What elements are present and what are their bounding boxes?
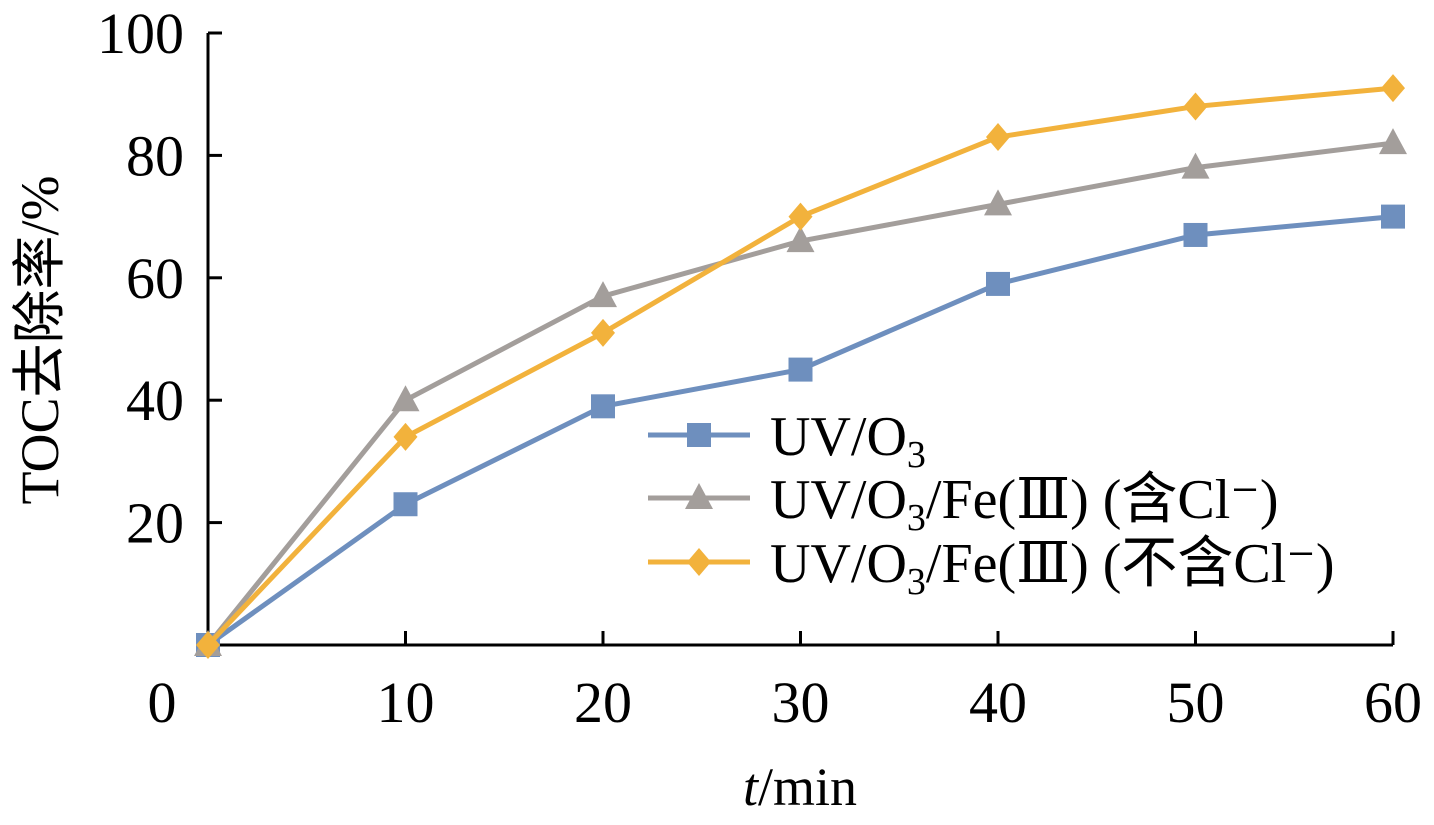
legend-marker xyxy=(685,483,713,509)
data-point xyxy=(1379,128,1407,155)
legend-label: UV/O3 xyxy=(770,406,926,476)
data-point xyxy=(788,202,813,231)
data-point xyxy=(788,357,813,382)
data-point xyxy=(1381,204,1405,229)
data-point xyxy=(1183,92,1208,121)
x-tick-label: 20 xyxy=(574,670,632,735)
x-axis-title-italic: t xyxy=(743,757,760,817)
data-point xyxy=(391,385,420,412)
data-point xyxy=(1181,152,1210,179)
legend-item-2: UV/O3/Fe(Ⅲ) (含Cl⁻) xyxy=(648,469,1279,539)
x-axis-title-rest: /min xyxy=(758,757,857,817)
y-tick-label: 60 xyxy=(126,246,184,311)
series-layer xyxy=(194,74,1407,659)
data-point xyxy=(986,123,1010,152)
y-axis-title: TOC去除率/% xyxy=(10,175,70,504)
series-1 xyxy=(196,204,1405,657)
legend-marker xyxy=(687,548,711,576)
data-point xyxy=(196,631,220,659)
data-point xyxy=(393,422,418,451)
legend-label: UV/O3/Fe(Ⅲ) (不含Cl⁻) xyxy=(770,533,1335,603)
data-point xyxy=(591,318,615,347)
data-point xyxy=(1381,74,1405,103)
x-tick-label: 30 xyxy=(772,670,830,735)
data-point xyxy=(984,189,1012,216)
data-point xyxy=(589,281,617,308)
series-3 xyxy=(196,74,1405,659)
x-tick-label: 40 xyxy=(969,670,1027,735)
data-point xyxy=(786,226,815,253)
legend-label: UV/O3/Fe(Ⅲ) (含Cl⁻) xyxy=(770,469,1279,539)
y-tick-label: 40 xyxy=(126,368,184,433)
legend-marker xyxy=(687,423,711,447)
x-tick-label: 0 xyxy=(148,670,177,735)
y-tick-label: 20 xyxy=(126,491,184,556)
x-tick-label: 60 xyxy=(1364,670,1422,735)
data-point xyxy=(591,394,615,419)
legend-item-1: UV/O3 xyxy=(648,406,926,476)
data-point xyxy=(1183,222,1208,247)
y-tick-label: 80 xyxy=(126,123,184,188)
x-tick-label: 50 xyxy=(1167,670,1225,735)
y-tick-label: 100 xyxy=(97,1,184,66)
legend-item-3: UV/O3/Fe(Ⅲ) (不含Cl⁻) xyxy=(648,533,1335,603)
data-point xyxy=(393,492,418,517)
x-tick-label: 10 xyxy=(377,670,435,735)
data-point xyxy=(986,271,1010,296)
axes: 20 40 60 80 100 0 10 20 30 40 50 60 xyxy=(97,1,1422,735)
x-axis-title: t/min xyxy=(743,757,857,817)
